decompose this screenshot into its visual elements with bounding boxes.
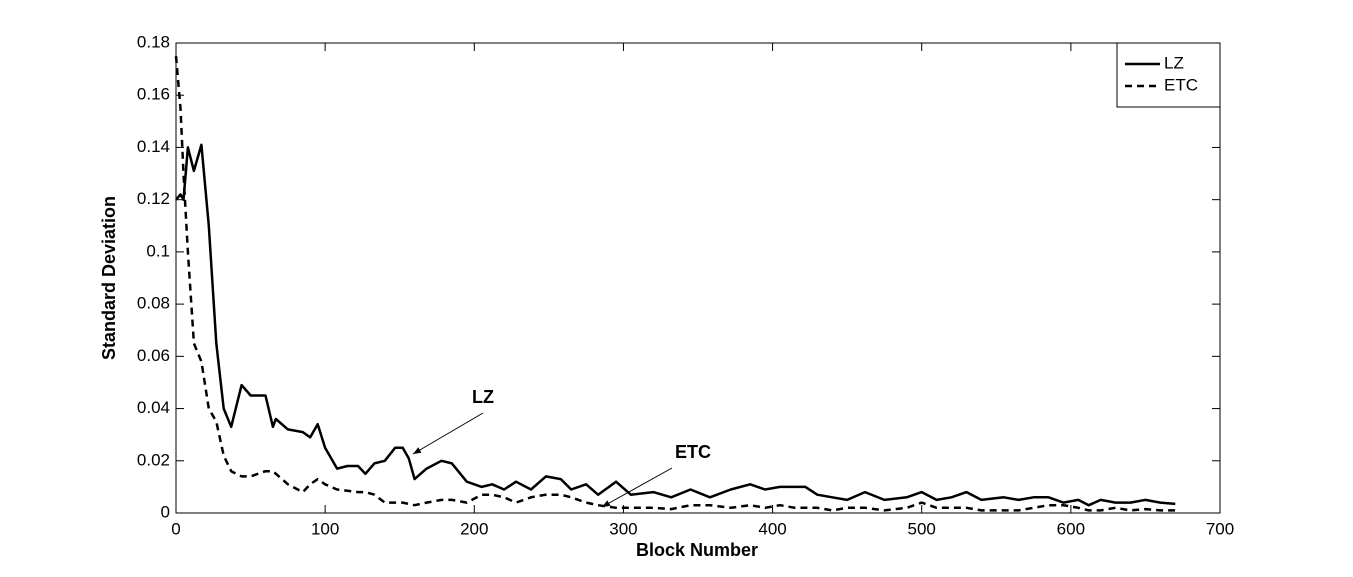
x-tick-label: 500 [908, 519, 936, 538]
x-axis-label: Block Number [636, 540, 758, 560]
y-tick-label: 0.06 [137, 346, 170, 365]
legend-box [1116, 42, 1221, 108]
x-tick-label: 100 [311, 519, 339, 538]
annotation: ETC [675, 442, 711, 462]
y-tick-label: 0.1 [146, 241, 170, 260]
annotation: LZ [472, 387, 494, 407]
line-series [175, 143, 1176, 507]
y-tick-label: 0.08 [137, 294, 170, 313]
y-tick-label: 0.14 [137, 137, 170, 156]
x-tick-label: 600 [1057, 519, 1085, 538]
x-tick-label: 400 [758, 519, 786, 538]
x-tick-label: 700 [1206, 519, 1234, 538]
line-series [174, 55, 1176, 512]
legend-label: ETC [1164, 75, 1198, 94]
legend-label: LZ [1164, 53, 1184, 72]
annotation-arrow [412, 412, 484, 455]
y-tick-label: 0.02 [137, 450, 170, 469]
plot-frame [175, 42, 1221, 514]
y-tick-label: 0.04 [137, 398, 170, 417]
x-tick-label: 300 [609, 519, 637, 538]
y-tick-label: 0.18 [137, 32, 170, 51]
y-tick-label: 0 [161, 502, 170, 521]
annotation-arrow [601, 467, 673, 508]
y-tick-label: 0.12 [137, 189, 170, 208]
y-axis-label: Standard Deviation [99, 196, 119, 360]
y-tick-label: 0.16 [137, 85, 170, 104]
x-tick-label: 200 [460, 519, 488, 538]
x-tick-label: 0 [171, 519, 180, 538]
